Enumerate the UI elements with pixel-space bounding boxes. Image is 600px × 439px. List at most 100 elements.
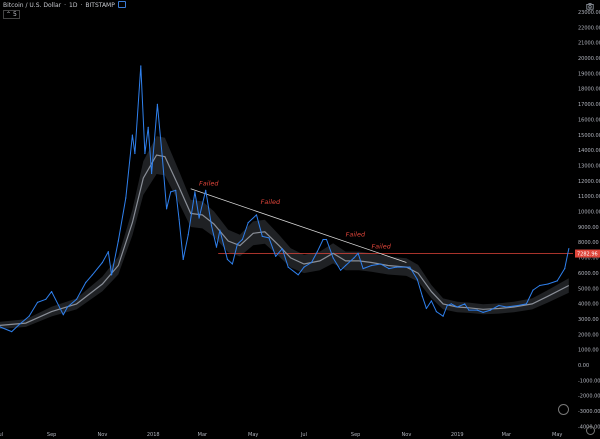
price-point [107,251,109,253]
moving-average-line [0,154,570,326]
price-point [66,306,69,308]
price-point [539,284,541,287]
price-point [464,303,466,305]
price-point [303,266,305,268]
y-tick-label: 0.00 [578,363,589,369]
price-point [147,126,149,128]
price-point [446,304,448,307]
price-point [489,309,492,311]
price-point [517,304,519,307]
y-tick-label: 20000.00 [578,56,600,62]
price-point [205,189,207,191]
indicator-toggle[interactable]: ⌃ 5 [3,10,20,19]
zoom-reset-icon[interactable] [558,404,569,415]
x-tick-label: Nov [402,432,412,438]
y-tick-label: 11000.00 [578,194,600,200]
price-point [62,314,64,316]
price-point [166,208,168,210]
y-tick-label: 1000.00 [578,348,599,354]
descending-trendline [190,188,407,263]
price-point [111,274,113,276]
price-point [151,172,153,175]
x-tick-label: Mar [502,432,512,438]
interval-label[interactable]: 1D [69,2,78,9]
y-tick-label: 5000.00 [578,286,599,292]
price-point [45,298,47,300]
price-point [187,234,189,236]
price-point [362,268,364,270]
price-point [198,217,200,219]
price-point [310,261,313,264]
price-point [409,266,411,268]
y-tick-label: 19000.00 [578,71,600,77]
x-tick-label: 2018 [147,432,160,438]
price-point [91,274,93,276]
price-point [215,246,218,248]
x-tick-label: Sep [351,432,360,438]
price-point [322,238,324,241]
symbol-name[interactable]: Bitcoin / U.S. Dollar [3,2,62,9]
price-point [144,152,146,155]
price-point [236,243,238,245]
price-point [525,303,528,305]
price-point [76,298,78,300]
y-tick-label: 7000.00 [578,256,599,262]
price-point [161,157,163,159]
y-tick-label: 18000.00 [578,87,600,93]
x-tick-label: May [552,432,562,438]
price-point [430,300,432,302]
price-point [36,301,39,303]
y-tick-label: 9000.00 [578,225,599,231]
y-tick-label: 8000.00 [578,240,599,246]
price-point [370,264,373,267]
auto-scale-icon[interactable] [586,426,595,435]
price-point [170,191,172,193]
price-point [175,189,177,191]
y-tick-label: 6000.00 [578,271,599,277]
x-tick-label: May [248,432,258,438]
price-point [498,304,500,307]
x-tick-label: Jul [0,432,3,438]
price-point [241,238,243,241]
price-point [476,309,478,311]
price-point [564,268,566,270]
x-tick-label: Sep [47,432,56,438]
price-point [287,266,289,268]
price-marker-label: 7282.96 [577,252,598,258]
y-tick-label: -3000.00 [578,409,600,415]
y-tick-label: 12000.00 [578,179,600,185]
price-point [182,258,184,260]
y-tick-label: 15000.00 [578,133,600,139]
price-point [210,225,213,227]
y-tick-label: 23000.00 [578,10,600,16]
price-point [156,103,158,105]
price-point [101,261,103,264]
x-tick-label: Jul [300,432,307,438]
y-tick-label: 17000.00 [578,102,600,108]
price-point [247,222,249,224]
y-tick-label: 4000.00 [578,302,599,308]
price-point [345,264,347,267]
price-point [442,315,444,317]
price-point [468,309,470,311]
y-tick-label: 21000.00 [578,41,600,47]
exchange-label: BITSTAMP [85,2,115,9]
price-point [28,315,30,317]
y-tick-label: 3000.00 [578,317,599,323]
y-tick-label: 13000.00 [578,163,600,169]
price-point [51,291,53,293]
failed-annotation: Failed [346,230,366,238]
eye-icon[interactable] [117,1,126,8]
price-point [505,306,507,308]
price-point [281,248,283,250]
price-point [134,152,136,155]
failed-annotation: Failed [371,243,391,251]
price-point [0,326,1,328]
camera-icon[interactable] [586,2,594,10]
price-point [332,257,334,259]
chart-header: Bitcoin / U.S. Dollar · 1D · BITSTAMP [3,1,126,9]
price-point [268,237,270,239]
y-tick-label: 16000.00 [578,117,600,123]
y-tick-label: 14000.00 [578,148,600,154]
